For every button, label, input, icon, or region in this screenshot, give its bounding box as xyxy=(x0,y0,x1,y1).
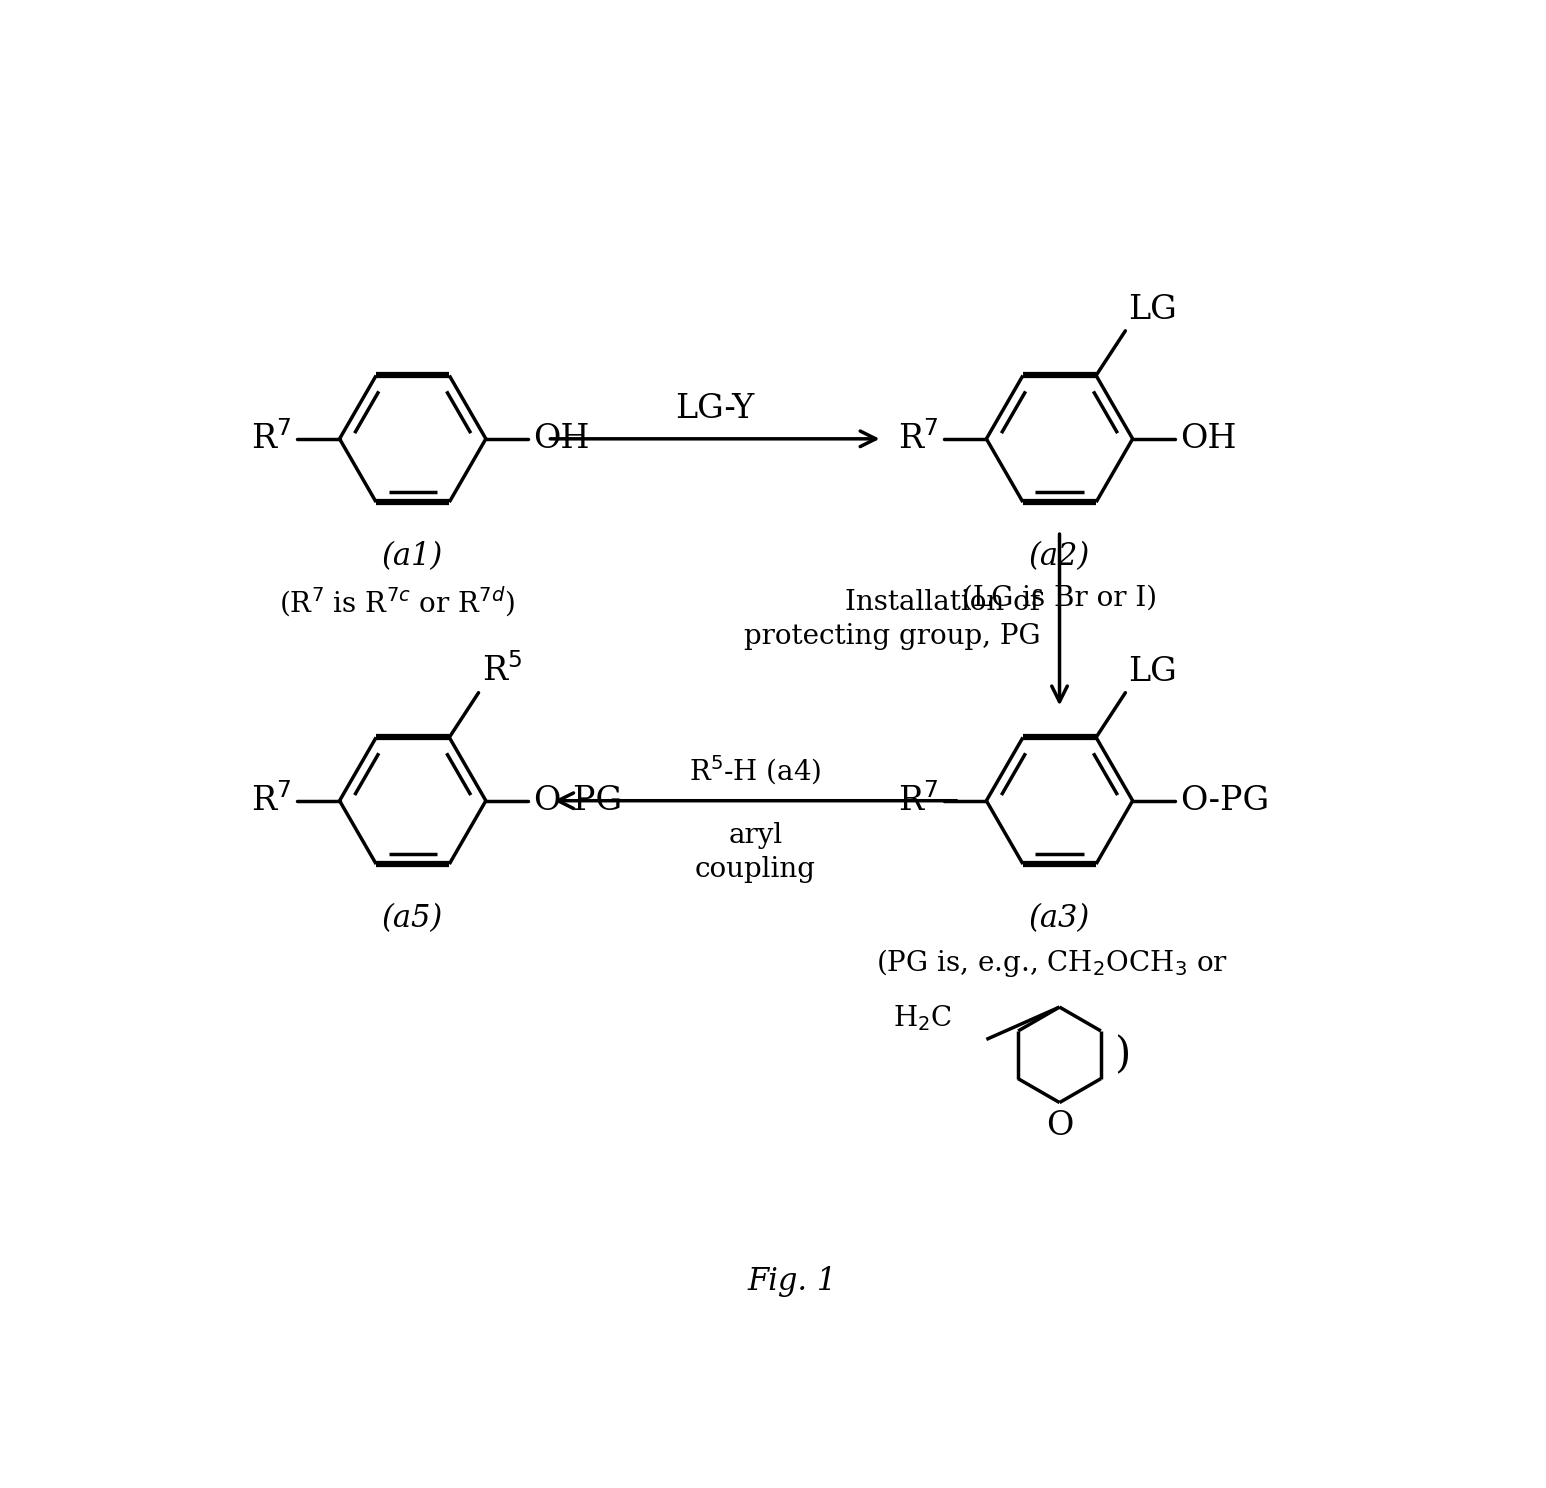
Text: H$_2$C: H$_2$C xyxy=(892,1003,952,1033)
Text: O-PG: O-PG xyxy=(533,784,623,817)
Text: ): ) xyxy=(1115,1034,1132,1076)
Text: R$^7$: R$^7$ xyxy=(252,421,292,457)
Text: R$^5$-H (a4): R$^5$-H (a4) xyxy=(690,753,821,787)
Text: O-PG: O-PG xyxy=(1181,784,1269,817)
Text: R$^7$: R$^7$ xyxy=(898,421,938,457)
Text: (a5): (a5) xyxy=(382,903,444,934)
Text: LG-Y: LG-Y xyxy=(676,393,754,426)
Text: LG: LG xyxy=(1129,295,1177,326)
Text: (PG is, e.g., CH$_2$OCH$_3$ or: (PG is, e.g., CH$_2$OCH$_3$ or xyxy=(877,946,1228,979)
Text: R$^5$: R$^5$ xyxy=(482,653,523,687)
Text: (LG is Br or I): (LG is Br or I) xyxy=(962,585,1156,612)
Text: Installation of: Installation of xyxy=(846,589,1040,616)
Text: OH: OH xyxy=(533,423,591,455)
Text: (a1): (a1) xyxy=(382,542,444,573)
Text: LG: LG xyxy=(1129,656,1177,687)
Text: Fig. 1: Fig. 1 xyxy=(748,1266,836,1298)
Text: R$^7$: R$^7$ xyxy=(252,783,292,818)
Text: (a2): (a2) xyxy=(1030,542,1090,573)
Text: R$^7$: R$^7$ xyxy=(898,783,938,818)
Text: protecting group, PG: protecting group, PG xyxy=(744,623,1040,650)
Text: O: O xyxy=(1045,1110,1073,1143)
Text: aryl: aryl xyxy=(728,823,782,850)
Text: (a3): (a3) xyxy=(1030,903,1090,934)
Text: coupling: coupling xyxy=(694,856,816,884)
Text: OH: OH xyxy=(1181,423,1237,455)
Text: (R$^7$ is R$^{7c}$ or R$^{7d}$): (R$^7$ is R$^{7c}$ or R$^{7d}$) xyxy=(280,585,515,619)
